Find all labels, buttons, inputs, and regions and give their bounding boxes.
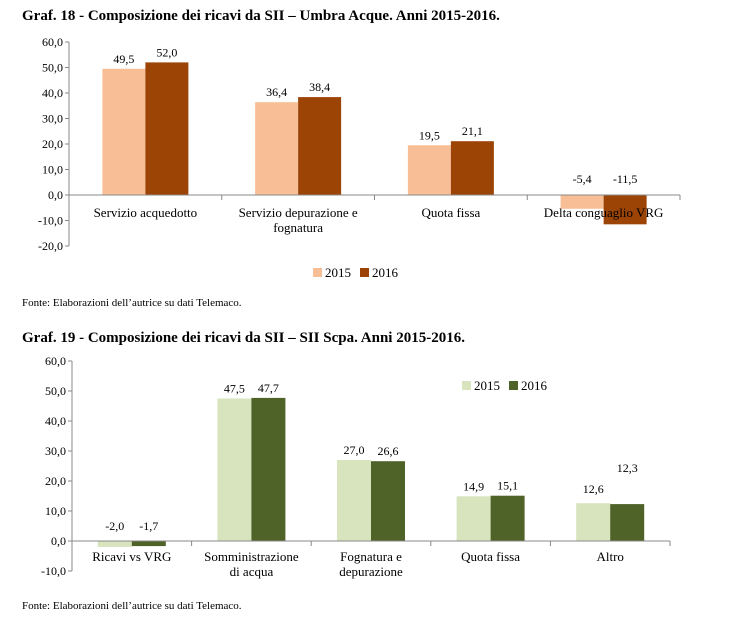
chart-2-legend-swatch-2016	[509, 381, 518, 390]
chart-1-y-tick-label: 0,0	[48, 188, 63, 202]
chart-2-data-label: 12,6	[583, 482, 604, 496]
chart-2-y-tick-label: 20,0	[45, 474, 66, 488]
chart-1-data-label: 36,4	[266, 85, 287, 99]
chart-1-y-tick-label: 60,0	[42, 35, 63, 49]
chart-1-data-label: 21,1	[462, 124, 483, 138]
chart-1-bar-2016	[603, 195, 647, 225]
chart-2-data-label: 15,1	[497, 479, 518, 493]
chart-2-bar-2015	[576, 503, 611, 541]
chart-2-bar-2016	[490, 495, 525, 541]
chart-2-bar-2016	[610, 504, 645, 541]
chart-2-category-label: Fognatura e	[340, 549, 402, 564]
chart-1-legend-label-2016: 2016	[372, 265, 399, 280]
chart-1-category-label: Servizio acquedotto	[94, 205, 198, 220]
chart-2-bar-2015	[456, 496, 491, 541]
chart-1-legend-swatch-2015	[313, 268, 322, 277]
chart-1-bar-2015	[560, 195, 604, 209]
chart-2-legend-label-2016: 2016	[521, 378, 548, 393]
chart-1-data-label: 52,0	[156, 45, 177, 59]
chart-1-data-label: 49,5	[113, 52, 134, 66]
chart-1-data-label: -11,5	[613, 172, 638, 186]
chart-2-bar-2016	[371, 461, 405, 541]
chart-2-bar-2015	[217, 398, 252, 541]
chart-2-data-label: -1,7	[139, 519, 158, 533]
chart-1-bar-2015	[255, 102, 299, 195]
chart-2-title: Graf. 19 - Composizione dei ricavi da SI…	[22, 330, 465, 346]
chart-1-category-label: Servizio depurazione e	[239, 205, 358, 220]
chart-2-category-label: Ricavi vs VRG	[92, 549, 171, 564]
chart-2-y-tick-label: 0,0	[51, 534, 66, 548]
chart-1-bar-2015	[407, 145, 451, 195]
chart-2-legend-swatch-2015	[462, 381, 471, 390]
chart-2-y-tick-label: 10,0	[45, 504, 66, 518]
chart-1-title: Graf. 18 - Composizione dei ricavi da SI…	[22, 8, 500, 24]
chart-2-legend-label-2015: 2015	[474, 378, 500, 393]
chart-2-source: Fonte: Elaborazioni dell’autrice su dati…	[22, 600, 242, 612]
chart-1-data-label: 38,4	[309, 80, 330, 94]
chart-2-data-label: 27,0	[344, 443, 365, 457]
chart-1-data-label: -5,4	[573, 172, 592, 186]
chart-1-source: Fonte: Elaborazioni dell’autrice su dati…	[22, 297, 242, 309]
chart-2-data-label: 47,5	[224, 382, 245, 396]
chart-2-y-tick-label: 50,0	[45, 384, 66, 398]
chart-1-y-tick-label: 50,0	[42, 61, 63, 75]
chart-1-bar-chart: -20,0 -10,0 0,0 10,0 20,0 30,0 40,0 50,0 60,0 49,…	[38, 35, 681, 280]
chart-1-category-label: fognatura	[273, 220, 323, 235]
chart-2-bar-2015	[337, 460, 371, 541]
chart-2-category-label: di acqua	[230, 564, 274, 579]
chart-1-bar-2015	[102, 68, 146, 195]
chart-1-category-label: Quota fissa	[421, 205, 480, 220]
chart-2-y-tick-label: 60,0	[45, 354, 66, 368]
chart-2-bar-2016	[131, 541, 166, 547]
chart-2-category-label: Altro	[596, 549, 623, 564]
chart-1-y-tick-label: 20,0	[42, 137, 63, 151]
chart-2-bar-2015	[97, 541, 132, 547]
chart-2-category-label: Somministrazione	[204, 549, 299, 564]
chart-2-data-label: 47,7	[258, 381, 279, 395]
chart-1-category-label: Delta conguaglio VRG	[544, 205, 664, 220]
chart-2-data-label: 14,9	[463, 479, 484, 493]
chart-2-y-tick-label: -10,0	[41, 564, 66, 578]
chart-1-y-tick-label: 10,0	[42, 163, 63, 177]
chart-2-category-label: depurazione	[339, 564, 403, 579]
chart-2-data-label: 26,6	[378, 444, 399, 458]
chart-1-bar-2016	[298, 97, 342, 195]
chart-2-y-tick-label: 40,0	[45, 414, 66, 428]
chart-2-bar-2016	[251, 397, 286, 541]
chart-1-y-tick-label: 40,0	[42, 86, 63, 100]
chart-1-bar-2016	[145, 62, 189, 196]
chart-1-bar-2016	[450, 141, 494, 195]
chart-2-data-label: 12,3	[617, 461, 638, 475]
chart-1-data-label: 19,5	[419, 128, 440, 142]
chart-1-y-tick-label: -20,0	[38, 239, 63, 253]
chart-1-y-tick-label: -10,0	[38, 214, 63, 228]
chart-1-legend-swatch-2016	[360, 268, 369, 277]
chart-2-data-label: -2,0	[105, 519, 124, 533]
chart-2-y-tick-label: 30,0	[45, 444, 66, 458]
chart-2-category-label: Quota fissa	[461, 549, 520, 564]
chart-1-legend-label-2015: 2015	[325, 265, 351, 280]
chart-1-y-tick-label: 30,0	[42, 112, 63, 126]
